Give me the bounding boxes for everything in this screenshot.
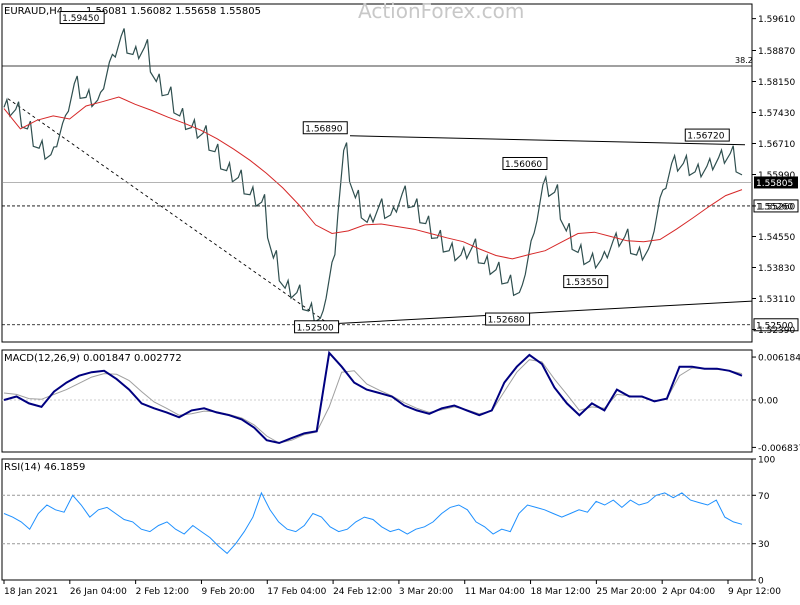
price-annotation-label: 1.52680 xyxy=(488,316,525,326)
price-annotation-label: 1.56060 xyxy=(505,160,542,170)
price-axis-label: 1.58870 xyxy=(758,47,795,57)
x-axis-label: 26 Jan 04:00 xyxy=(70,587,127,597)
macd-axis-label: 0.006184 xyxy=(758,354,800,364)
x-axis-label: 9 Feb 20:00 xyxy=(201,587,255,597)
x-axis-label: 24 Feb 12:00 xyxy=(333,587,392,597)
price-annotation-label: 1.53550 xyxy=(566,278,603,288)
current-price-box xyxy=(754,176,798,189)
price-panel: 38.2 1.55260 1.52500 1.55805 1.59450 1.56890 1… xyxy=(2,11,799,334)
price-annotation-box xyxy=(485,312,531,326)
rsi-axis-label: 0 xyxy=(758,577,764,587)
x-axis-label: 2 Apr 04:00 xyxy=(662,587,715,597)
price-axis-label: 1.57430 xyxy=(758,109,795,119)
level-price-label: 1.52500 xyxy=(756,321,793,331)
price-axis-label: 1.53110 xyxy=(758,295,795,305)
fib-level-label: 38.2 xyxy=(735,56,753,65)
panel-border xyxy=(1,458,753,581)
price-annotation-label: 1.56720 xyxy=(687,132,724,142)
price-candles xyxy=(3,28,743,324)
watermark: ActionForex.com xyxy=(358,0,524,23)
level-price-label: 1.55260 xyxy=(756,202,793,212)
macd-signal-line xyxy=(3,359,743,444)
price-annotation-box xyxy=(59,11,105,25)
macd-panel xyxy=(2,350,752,445)
panel-border xyxy=(1,349,753,453)
price-annotation-box xyxy=(294,320,340,334)
macd-axis-label: 0.00 xyxy=(758,396,778,406)
macd-line xyxy=(3,350,743,445)
macd-title: MACD(12,26,9) 0.001847 0.002772 xyxy=(4,353,182,364)
x-axis-label: 3 Mar 20:00 xyxy=(399,587,454,597)
panel-frames xyxy=(1,3,753,581)
upper-channel-line xyxy=(349,135,746,146)
rsi-line xyxy=(3,491,743,555)
rsi-title: RSI(14) 46.1859 xyxy=(4,462,85,473)
x-axis-label: 18 Jan 2021 xyxy=(4,587,58,597)
price-axis-label: 1.54550 xyxy=(758,233,795,243)
price-annotation-label: 1.59450 xyxy=(62,14,99,24)
price-chart-title: EURAUD,H4 xyxy=(4,6,63,17)
price-annotation-box xyxy=(684,128,730,142)
price-annotation-box xyxy=(302,121,348,135)
x-axis-label: 25 Mar 20:00 xyxy=(596,587,656,597)
price-axis-label: 1.58150 xyxy=(758,78,795,88)
price-annotation-box xyxy=(563,275,609,289)
axis-labels: 1.59610 1.58870 1.58150 1.57430 1.56710 1.559… xyxy=(3,15,800,597)
moving-average-line xyxy=(3,96,743,260)
x-axis-label: 11 Mar 04:00 xyxy=(465,587,525,597)
rsi-axis-label: 100 xyxy=(758,456,775,466)
rsi-panel xyxy=(2,491,752,555)
price-annotation-label: 1.56890 xyxy=(305,124,342,134)
ohlc-label: 1.56081 1.56082 1.55658 1.55805 xyxy=(86,6,261,17)
price-axis-label: 1.59610 xyxy=(758,15,795,25)
x-axis-label: 2 Feb 12:00 xyxy=(136,587,190,597)
rsi-axis-label: 70 xyxy=(758,492,770,502)
price-axis-label: 1.56710 xyxy=(758,140,795,150)
level-price-box xyxy=(753,318,799,332)
price-axis-label: 1.55260 xyxy=(758,202,795,212)
price-axis-label: 1.55990 xyxy=(758,171,795,181)
current-price-label: 1.55805 xyxy=(756,179,793,189)
lower-channel-line xyxy=(329,300,753,325)
price-annotation-box xyxy=(502,156,548,170)
panel-border xyxy=(1,3,753,343)
x-axis-label: 17 Feb 04:00 xyxy=(267,587,326,597)
rsi-axis-label: 30 xyxy=(758,540,770,550)
x-axis-label: 9 Apr 12:00 xyxy=(728,587,781,597)
price-annotation-label: 1.52500 xyxy=(297,323,334,333)
x-axis-label: 18 Mar 12:00 xyxy=(531,587,591,597)
price-axis-label: 1.53830 xyxy=(758,264,795,274)
price-axis-label: 1.52390 xyxy=(758,326,795,336)
macd-axis-label: -0.006837 xyxy=(758,444,800,454)
